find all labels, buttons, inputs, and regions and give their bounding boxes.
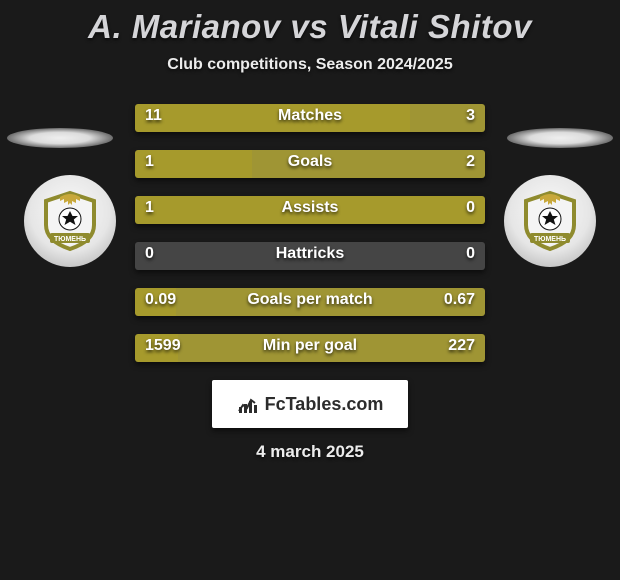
stat-value-right: 227 [448, 337, 475, 355]
stat-value-left: 1 [145, 153, 154, 171]
page-subtitle: Club competitions, Season 2024/2025 [0, 56, 620, 74]
stat-row: Goals per match0.09 0.67 [135, 288, 485, 316]
stat-value-left: 0.09 [145, 291, 176, 309]
stat-row: Goals1 2 [135, 150, 485, 178]
svg-text:ТЮМЕНЬ: ТЮМЕНЬ [54, 236, 86, 243]
page-title: A. Marianov vs Vitali Shitov [0, 8, 620, 46]
stat-label: Goals per match [135, 291, 485, 309]
crest-icon: ТЮМЕНЬ [518, 189, 582, 253]
stat-value-right: 0.67 [444, 291, 475, 309]
stat-value-left: 1599 [145, 337, 181, 355]
stat-row: Hattricks0 0 [135, 242, 485, 270]
stat-row: Min per goal1599 227 [135, 334, 485, 362]
stat-label: Assists [135, 199, 485, 217]
brand-text: FcTables.com [265, 394, 384, 415]
stat-label: Min per goal [135, 337, 485, 355]
badge-disc: ТЮМЕНЬ [24, 175, 116, 267]
stat-label: Hattricks [135, 245, 485, 263]
stat-value-right: 0 [466, 245, 475, 263]
stats-list: Matches113Goals12Assists10Hattricks00Goa… [135, 104, 485, 362]
stat-label: Matches [135, 107, 485, 125]
crest-icon: ТЮМЕНЬ [38, 189, 102, 253]
club-badge-right: ТЮМЕНЬ [504, 175, 596, 267]
player-shadow-right [507, 128, 613, 148]
bar-chart-icon [237, 393, 259, 415]
stat-row: Matches11 3 [135, 104, 485, 132]
stat-value-left: 0 [145, 245, 154, 263]
stat-value-right: 2 [466, 153, 475, 171]
comparison-infographic: A. Marianov vs Vitali Shitov Club compet… [0, 0, 620, 580]
brand-attribution: FcTables.com [212, 380, 408, 428]
date-label: 4 march 2025 [0, 442, 620, 462]
badge-disc: ТЮМЕНЬ [504, 175, 596, 267]
player-shadow-left [7, 128, 113, 148]
stat-value-left: 11 [145, 107, 162, 125]
svg-text:ТЮМЕНЬ: ТЮМЕНЬ [534, 236, 566, 243]
stat-label: Goals [135, 153, 485, 171]
stat-value-left: 1 [145, 199, 154, 217]
stat-row: Assists1 0 [135, 196, 485, 224]
club-badge-left: ТЮМЕНЬ [24, 175, 116, 267]
stat-value-right: 0 [466, 199, 475, 217]
stat-value-right: 3 [466, 107, 475, 125]
